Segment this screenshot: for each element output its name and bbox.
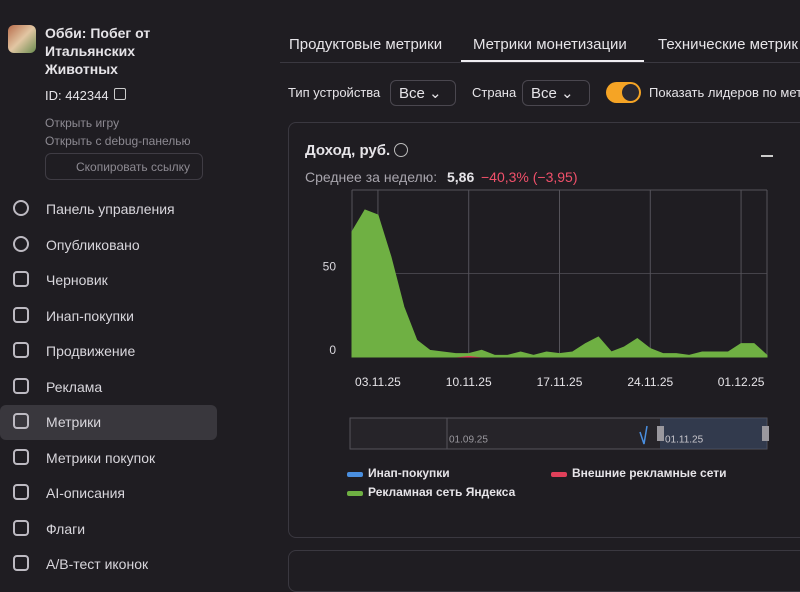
chart: 0 50 03.11.25 10.11.25 17.11.25 24.11.25 01.12… (323, 189, 769, 499)
x-tick-label: 10.11.25 (446, 375, 492, 389)
x-tick-label: 24.11.25 (627, 375, 673, 389)
nav-label: Опубликовано (46, 236, 140, 253)
nav-item[interactable]: Черновик (0, 263, 217, 298)
copy-link-text: Скопировать ссылку (76, 160, 191, 174)
country-select[interactable]: Все ⌄ (522, 80, 590, 106)
card-title: Доход, руб. (305, 142, 391, 159)
device-label: Тип устройства (288, 85, 381, 100)
nav-label: Панель управления (46, 201, 175, 217)
nav-item[interactable]: Реклама (0, 370, 217, 405)
tab[interactable]: Технические метрик (658, 36, 798, 53)
nav-item[interactable]: Опубликовано (0, 228, 217, 263)
nav-icon (13, 342, 29, 358)
download-icon[interactable] (761, 143, 773, 157)
country-value: Все (531, 85, 557, 102)
copy-id-icon[interactable] (114, 88, 126, 100)
game-icon (8, 25, 36, 53)
chart-card (288, 122, 800, 538)
legend-swatch (347, 472, 363, 477)
nav-icon (13, 519, 29, 536)
game-title: Обби: Побег от Итальянских Животных (45, 25, 151, 77)
x-tick-label: 03.11.25 (355, 375, 401, 389)
legend-label: Внешние рекламные сети (572, 466, 727, 480)
nav-icon (13, 306, 29, 323)
y-tick-label: 0 (329, 343, 336, 357)
summary-change: −40,3% (−3,95) (481, 169, 578, 185)
game-id: ID: 442344 (45, 88, 109, 103)
y-tick-label: 50 (323, 260, 337, 274)
navigator-handle[interactable] (762, 426, 769, 441)
legend-label: Инап-покупки (368, 466, 450, 480)
area-series (351, 209, 768, 358)
nav-label: AI-описания (46, 485, 125, 501)
tab[interactable]: Продуктовые метрики (289, 36, 443, 53)
open-game-link[interactable]: Открыть игру (45, 116, 120, 130)
tab[interactable]: Метрики монетизации (473, 36, 627, 53)
tab-underline (461, 60, 644, 63)
nav-label: Инап-покупки (46, 307, 134, 324)
info-icon[interactable] (394, 143, 408, 157)
legend-swatch (551, 472, 567, 477)
device-value: Все (399, 85, 425, 102)
nav-icon (13, 413, 29, 429)
x-tick-label: 01.12.25 (718, 375, 765, 389)
navigator-handle[interactable] (657, 426, 664, 441)
device-select[interactable]: Все ⌄ (390, 80, 456, 106)
nav-item[interactable]: Флаги (0, 512, 217, 547)
toggle-knob (622, 84, 639, 101)
nav-item[interactable]: Метрики покупок (0, 441, 217, 476)
toggle-label: Показать лидеров по мет (649, 85, 800, 100)
nav-label: Черновик (46, 272, 108, 288)
legend-swatch (347, 491, 363, 496)
nav-label: Метрики покупок (46, 449, 156, 466)
nav-item[interactable]: AI-описания (0, 476, 217, 511)
copy-link-button[interactable]: Скопировать ссылку (45, 153, 203, 180)
nav-icon (13, 377, 29, 394)
nav-icon (13, 448, 29, 465)
summary-label: Среднее за неделю: (305, 169, 438, 185)
page: { "app": {"title": "Обби: Побег от Италь… (0, 25, 800, 592)
navigator-label: 01.09.25 (449, 435, 488, 446)
nav-label: A/B-тест иконок (46, 556, 149, 572)
nav-label: Продвижение (46, 343, 136, 359)
legend-label: Рекламная сеть Яндекса (368, 485, 516, 499)
nav-icon (13, 235, 29, 252)
navigator-selection (660, 418, 767, 449)
nav-item[interactable]: Продвижение (0, 334, 217, 369)
navigator-line (639, 425, 648, 445)
nav-item[interactable]: Метрики (0, 405, 217, 440)
nav-icon (13, 200, 29, 216)
nav-label: Флаги (46, 520, 86, 537)
navigator-label: 01.11.25 (665, 435, 704, 446)
nav-label: Метрики (46, 414, 102, 430)
nav-item[interactable]: Инап-покупки (0, 299, 217, 334)
toggle[interactable] (606, 82, 641, 103)
country-label: Страна (472, 85, 517, 100)
summary-value: 5,86 (447, 169, 475, 185)
x-tick-label: 17.11.25 (537, 375, 583, 389)
nav-label: Реклама (46, 378, 103, 395)
nav-item[interactable]: Панель управления (0, 192, 217, 227)
page-body: Обби: Побег от Итальянских Животных ID: … (0, 25, 800, 592)
tabs-divider (280, 62, 800, 63)
nav-icon (13, 484, 29, 500)
nav-icon (13, 271, 29, 287)
open-debug-link[interactable]: Открыть с debug-панелью (45, 134, 191, 148)
